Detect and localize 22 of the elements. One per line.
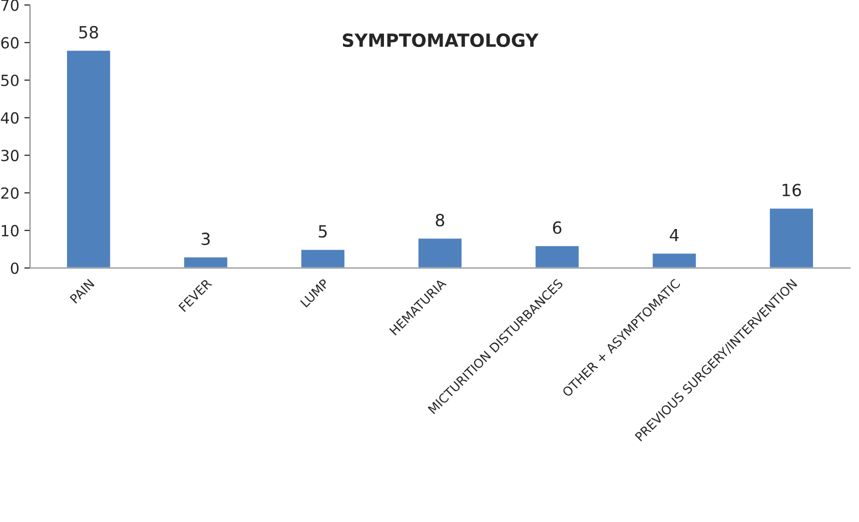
data-label: 3 bbox=[202, 232, 210, 246]
y-tick-label: 30 bbox=[1, 150, 19, 162]
y-tick-label: 50 bbox=[1, 74, 19, 86]
bar bbox=[417, 237, 463, 268]
y-tick-label: 0 bbox=[10, 262, 19, 274]
y-tick-label: 10 bbox=[2, 224, 19, 236]
bar bbox=[534, 244, 580, 268]
y-tick-label: 60 bbox=[1, 37, 19, 49]
bar bbox=[182, 256, 229, 268]
bar bbox=[651, 252, 698, 268]
data-label: 6 bbox=[553, 221, 562, 234]
bar bbox=[768, 207, 814, 268]
bar bbox=[66, 49, 112, 268]
data-label: 8 bbox=[436, 214, 444, 226]
data-label: 58 bbox=[79, 26, 98, 39]
y-tick-label: 20 bbox=[1, 187, 19, 199]
data-label: 4 bbox=[670, 229, 679, 242]
data-label: 5 bbox=[318, 225, 327, 238]
data-label: 16 bbox=[782, 184, 801, 196]
bar bbox=[300, 248, 346, 268]
y-tick-label: 40 bbox=[0, 112, 19, 124]
text: SYMPTOMATOLOGY bbox=[342, 33, 539, 48]
